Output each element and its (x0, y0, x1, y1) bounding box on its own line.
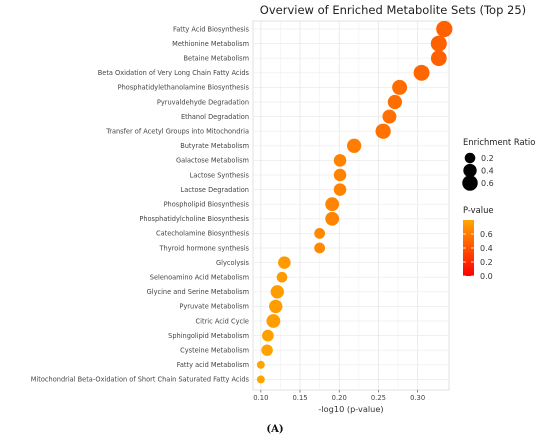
category-label: Lactose Synthesis (190, 171, 250, 179)
data-point (387, 94, 403, 110)
category-label: Betaine Metabolism (184, 55, 249, 63)
data-points (256, 20, 453, 384)
category-label: Cysteine Metabolism (180, 347, 249, 355)
category-label: Ethanol Degradation (181, 113, 249, 121)
x-tick-label: 0.30 (410, 394, 425, 402)
data-point (270, 285, 284, 299)
category-label: Pyruvate Metabolism (179, 303, 249, 311)
color-legend-label: 0.6 (480, 230, 493, 239)
size-legend-label: 0.4 (481, 167, 494, 176)
size-legend-label: 0.2 (481, 154, 494, 163)
category-label: Citric Acid Cycle (196, 317, 249, 325)
data-point (333, 183, 347, 196)
data-point (278, 256, 291, 269)
figure-caption: (A) (266, 424, 283, 435)
data-point (375, 123, 391, 139)
x-tick-label: 0.25 (371, 394, 386, 402)
x-axis-ticks: 0.10 0.15 0.20 0.25 0.30 (253, 390, 425, 402)
category-labels: Fatty Acid Biosynthesis Methionine Metabo… (31, 25, 250, 383)
color-legend-label: 0.4 (480, 244, 493, 253)
data-point (325, 197, 340, 212)
data-point (392, 79, 408, 95)
data-point (347, 138, 362, 153)
category-label: Thyroid hormone synthesis (159, 244, 250, 252)
size-legend-dot (464, 152, 476, 164)
color-legend: P-value 0.0 0.2 0.4 0.6 (463, 205, 494, 281)
data-point (314, 242, 326, 254)
data-point (269, 299, 283, 314)
data-point (430, 50, 447, 67)
category-label: Mitochondrial Beta-Oxidation of Short Ch… (31, 376, 250, 384)
data-point (430, 35, 447, 52)
color-legend-title: P-value (463, 205, 494, 215)
category-label: Galactose Metabolism (176, 157, 249, 165)
gridlines (253, 21, 449, 390)
category-label: Sphingolipid Metabolism (168, 332, 249, 340)
data-point (325, 211, 340, 226)
category-label: Fatty acid Metabolism (177, 361, 249, 369)
color-legend-label: 0.2 (480, 258, 493, 267)
data-point (256, 360, 265, 369)
data-point (261, 344, 273, 356)
data-point (314, 228, 326, 239)
category-label: Fatty Acid Biosynthesis (173, 25, 250, 33)
category-label: Pyruvaldehyde Degradation (157, 98, 249, 106)
category-label: Lactose Degradation (181, 186, 249, 194)
category-label: Phosphatidylcholine Biosynthesis (139, 215, 249, 223)
data-point (333, 154, 347, 167)
category-label: Beta Oxidation of Very Long Chain Fatty … (98, 69, 250, 77)
x-axis-title: -log10 (p-value) (318, 404, 383, 414)
color-legend-bar (463, 220, 474, 276)
data-point (256, 375, 265, 384)
category-label: Butyrate Metabolism (180, 142, 249, 150)
category-label: Transfer of Acetyl Groups into Mitochond… (105, 128, 249, 136)
data-point (262, 329, 274, 342)
x-tick-label: 0.10 (253, 394, 268, 402)
plot-area (252, 20, 453, 391)
data-point (266, 314, 281, 328)
data-point (413, 64, 430, 81)
size-legend: Enrichment Ratio 0.2 0.4 0.6 (462, 137, 535, 191)
category-label: Selenoamino Acid Metabolism (150, 274, 249, 282)
data-point (382, 109, 397, 124)
x-tick-label: 0.20 (332, 394, 347, 402)
size-legend-dot (463, 163, 477, 178)
category-label: Glycolysis (216, 259, 250, 267)
category-label: Catecholamine Biosynthesis (156, 230, 250, 238)
color-legend-label: 0.0 (480, 272, 493, 281)
x-tick-label: 0.15 (292, 394, 307, 402)
data-point (436, 20, 453, 38)
category-label: Methionine Metabolism (172, 40, 249, 48)
data-point (333, 168, 347, 182)
category-label: Phospholipid Biosynthesis (164, 201, 250, 209)
size-legend-label: 0.6 (481, 179, 494, 188)
plot-panel (252, 20, 450, 391)
category-label: Phosphatidylethanolamine Biosynthesis (118, 84, 250, 92)
chart-title: Overview of Enriched Metabolite Sets (To… (260, 3, 526, 17)
size-legend-title: Enrichment Ratio (463, 137, 535, 147)
data-point (276, 271, 288, 283)
size-legend-dot (462, 175, 478, 191)
category-label: Glycine and Serine Metabolism (147, 288, 249, 296)
